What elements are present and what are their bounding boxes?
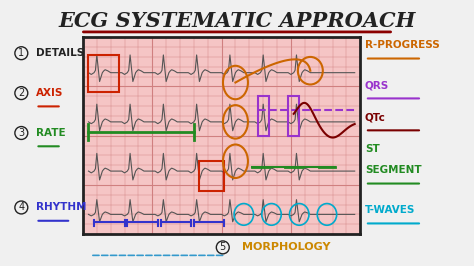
Text: ST: ST bbox=[365, 144, 380, 154]
Text: 3: 3 bbox=[18, 128, 24, 138]
Text: QRS: QRS bbox=[365, 80, 389, 90]
Bar bbox=[200, 161, 224, 191]
Text: 1: 1 bbox=[18, 48, 24, 58]
Text: RHYTHM: RHYTHM bbox=[36, 202, 86, 213]
Text: 5: 5 bbox=[219, 242, 226, 252]
Text: DETAILS: DETAILS bbox=[36, 48, 84, 58]
Text: AXIS: AXIS bbox=[36, 88, 63, 98]
Text: ECG SYSTEMATIC APPROACH: ECG SYSTEMATIC APPROACH bbox=[58, 11, 416, 31]
Bar bbox=[89, 55, 119, 92]
Text: R-PROGRESS: R-PROGRESS bbox=[365, 40, 440, 50]
Text: SEGMENT: SEGMENT bbox=[365, 165, 421, 175]
Text: 4: 4 bbox=[18, 202, 24, 213]
Bar bbox=[288, 96, 299, 136]
Text: T-WAVES: T-WAVES bbox=[365, 205, 415, 215]
Text: RATE: RATE bbox=[36, 128, 65, 138]
Bar bbox=[258, 96, 269, 136]
Text: QTc: QTc bbox=[365, 112, 386, 122]
Text: 2: 2 bbox=[18, 88, 25, 98]
Text: MORPHOLOGY: MORPHOLOGY bbox=[242, 242, 330, 252]
